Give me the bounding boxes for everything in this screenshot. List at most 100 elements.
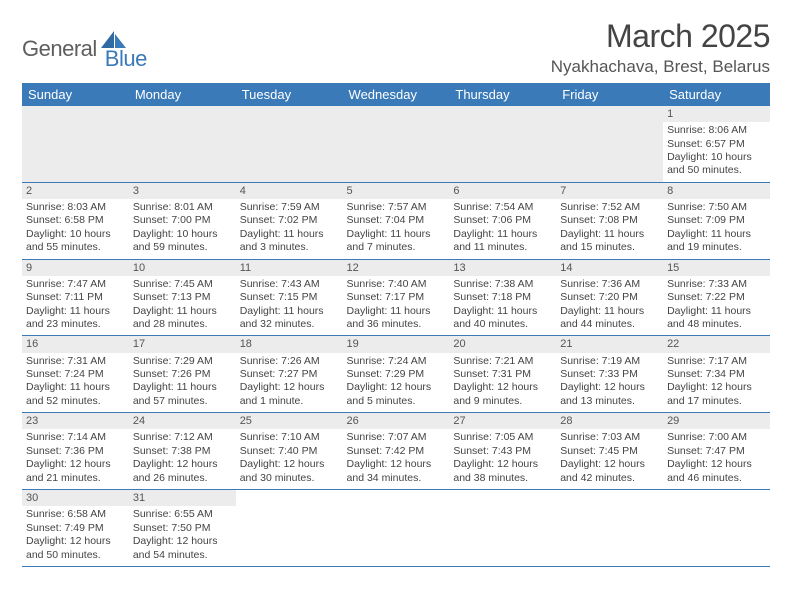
sunrise-text: Sunrise: 7:03 AM [560, 431, 659, 444]
calendar-cell: 1Sunrise: 8:06 AMSunset: 6:57 PMDaylight… [663, 106, 770, 182]
month-title: March 2025 [551, 18, 770, 55]
sunrise-text: Sunrise: 7:47 AM [26, 278, 125, 291]
sunrise-text: Sunrise: 6:58 AM [26, 508, 125, 521]
day-number: 8 [663, 183, 770, 199]
day-number: 11 [236, 260, 343, 276]
calendar-cell: 13Sunrise: 7:38 AMSunset: 7:18 PMDayligh… [449, 259, 556, 336]
sunset-text: Sunset: 7:04 PM [347, 214, 446, 227]
calendar-week: 9 Sunrise: 7:47 AMSunset: 7:11 PM Daylight… [22, 259, 770, 336]
calendar-cell [556, 490, 663, 567]
header: General Blue March 2025 Nyakhachava, Bre… [22, 18, 770, 77]
calendar-table: Sunday Monday Tuesday Wednesday Thursday… [22, 83, 770, 567]
sunset-text: Sunset: 7:50 PM [133, 522, 232, 535]
weekday-header: Wednesday [343, 83, 450, 106]
daylight-text: Daylight: 11 hours [453, 228, 552, 241]
sunset-text: Sunset: 7:38 PM [133, 445, 232, 458]
daylight-text: and 55 minutes. [26, 241, 125, 254]
daylight-text: Daylight: 12 hours [667, 381, 766, 394]
day-number: 25 [236, 413, 343, 429]
daylight-text: Daylight: 11 hours [133, 305, 232, 318]
daylight-text: Daylight: 11 hours [560, 305, 659, 318]
sunset-text: Sunset: 7:29 PM [347, 368, 446, 381]
daylight-text: Daylight: 10 hours [26, 228, 125, 241]
sunset-text: Sunset: 7:34 PM [667, 368, 766, 381]
daylight-text: Daylight: 12 hours [667, 458, 766, 471]
sunrise-text: Sunrise: 7:24 AM [347, 355, 446, 368]
sunrise-text: Sunrise: 8:06 AM [667, 124, 766, 137]
day-number: 7 [556, 183, 663, 199]
calendar-cell: 6Sunrise: 7:54 AMSunset: 7:06 PMDaylight… [449, 182, 556, 259]
daylight-text: Daylight: 11 hours [133, 381, 232, 394]
daylight-text: Daylight: 12 hours [560, 458, 659, 471]
sunrise-text: Sunrise: 7:43 AM [240, 278, 339, 291]
sunrise-text: Sunrise: 8:01 AM [133, 201, 232, 214]
daylight-text: Daylight: 11 hours [560, 228, 659, 241]
daylight-text: Daylight: 12 hours [560, 381, 659, 394]
daylight-text: Daylight: 11 hours [667, 228, 766, 241]
sunrise-text: Sunrise: 7:12 AM [133, 431, 232, 444]
weekday-header: Thursday [449, 83, 556, 106]
weekday-header: Sunday [22, 83, 129, 106]
daylight-text: and 44 minutes. [560, 318, 659, 331]
day-number: 19 [343, 336, 450, 352]
sunset-text: Sunset: 7:45 PM [560, 445, 659, 458]
calendar-cell [449, 106, 556, 182]
daylight-text: Daylight: 12 hours [133, 535, 232, 548]
day-number: 2 [22, 183, 129, 199]
sunset-text: Sunset: 7:40 PM [240, 445, 339, 458]
sunset-text: Sunset: 7:31 PM [453, 368, 552, 381]
calendar-week: 1Sunrise: 8:06 AMSunset: 6:57 PMDaylight… [22, 106, 770, 182]
daylight-text: and 9 minutes. [453, 395, 552, 408]
sunset-text: Sunset: 7:20 PM [560, 291, 659, 304]
sunrise-text: Sunrise: 7:52 AM [560, 201, 659, 214]
daylight-text: and 28 minutes. [133, 318, 232, 331]
day-number: 17 [129, 336, 236, 352]
calendar-cell: 24 Sunrise: 7:12 AMSunset: 7:38 PMDayligh… [129, 413, 236, 490]
calendar-cell: 21Sunrise: 7:19 AMSunset: 7:33 PMDayligh… [556, 336, 663, 413]
day-number: 21 [556, 336, 663, 352]
daylight-text: and 34 minutes. [347, 472, 446, 485]
day-number: 9 [22, 260, 129, 276]
daylight-text: and 57 minutes. [133, 395, 232, 408]
weekday-header: Tuesday [236, 83, 343, 106]
day-number: 1 [663, 106, 770, 122]
title-block: March 2025 Nyakhachava, Brest, Belarus [551, 18, 770, 77]
calendar-week: 30Sunrise: 6:58 AMSunset: 7:49 PMDayligh… [22, 490, 770, 567]
calendar-cell: 25 Sunrise: 7:10 AMSunset: 7:40 PMDayligh… [236, 413, 343, 490]
day-number: 12 [343, 260, 450, 276]
daylight-text: Daylight: 12 hours [453, 381, 552, 394]
sunset-text: Sunset: 7:43 PM [453, 445, 552, 458]
calendar-cell: 18Sunrise: 7:26 AMSunset: 7:27 PMDayligh… [236, 336, 343, 413]
daylight-text: and 42 minutes. [560, 472, 659, 485]
calendar-cell: 28Sunrise: 7:03 AMSunset: 7:45 PMDayligh… [556, 413, 663, 490]
sunset-text: Sunset: 7:08 PM [560, 214, 659, 227]
daylight-text: Daylight: 12 hours [133, 458, 232, 471]
sunrise-text: Sunrise: 7:14 AM [26, 431, 125, 444]
calendar-cell: 4Sunrise: 7:59 AMSunset: 7:02 PMDaylight… [236, 182, 343, 259]
calendar-cell: 12Sunrise: 7:40 AMSunset: 7:17 PMDayligh… [343, 259, 450, 336]
sunrise-text: Sunrise: 7:40 AM [347, 278, 446, 291]
daylight-text: and 7 minutes. [347, 241, 446, 254]
sunset-text: Sunset: 6:57 PM [667, 138, 766, 151]
daylight-text: and 48 minutes. [667, 318, 766, 331]
sunrise-text: Sunrise: 7:10 AM [240, 431, 339, 444]
daylight-text: Daylight: 12 hours [240, 458, 339, 471]
day-number: 16 [22, 336, 129, 352]
sunrise-text: Sunrise: 7:31 AM [26, 355, 125, 368]
calendar-cell [129, 106, 236, 182]
day-number: 24 [129, 413, 236, 429]
sunset-text: Sunset: 7:49 PM [26, 522, 125, 535]
calendar-cell: 8Sunrise: 7:50 AMSunset: 7:09 PMDaylight… [663, 182, 770, 259]
sunrise-text: Sunrise: 7:36 AM [560, 278, 659, 291]
daylight-text: and 54 minutes. [133, 549, 232, 562]
sunrise-text: Sunrise: 7:07 AM [347, 431, 446, 444]
daylight-text: and 15 minutes. [560, 241, 659, 254]
daylight-text: Daylight: 11 hours [667, 305, 766, 318]
sunset-text: Sunset: 7:11 PM [26, 291, 125, 304]
day-number: 3 [129, 183, 236, 199]
daylight-text: Daylight: 12 hours [240, 381, 339, 394]
daylight-text: Daylight: 10 hours [133, 228, 232, 241]
daylight-text: and 38 minutes. [453, 472, 552, 485]
sunrise-text: Sunrise: 7:57 AM [347, 201, 446, 214]
calendar-cell: 29Sunrise: 7:00 AMSunset: 7:47 PMDayligh… [663, 413, 770, 490]
